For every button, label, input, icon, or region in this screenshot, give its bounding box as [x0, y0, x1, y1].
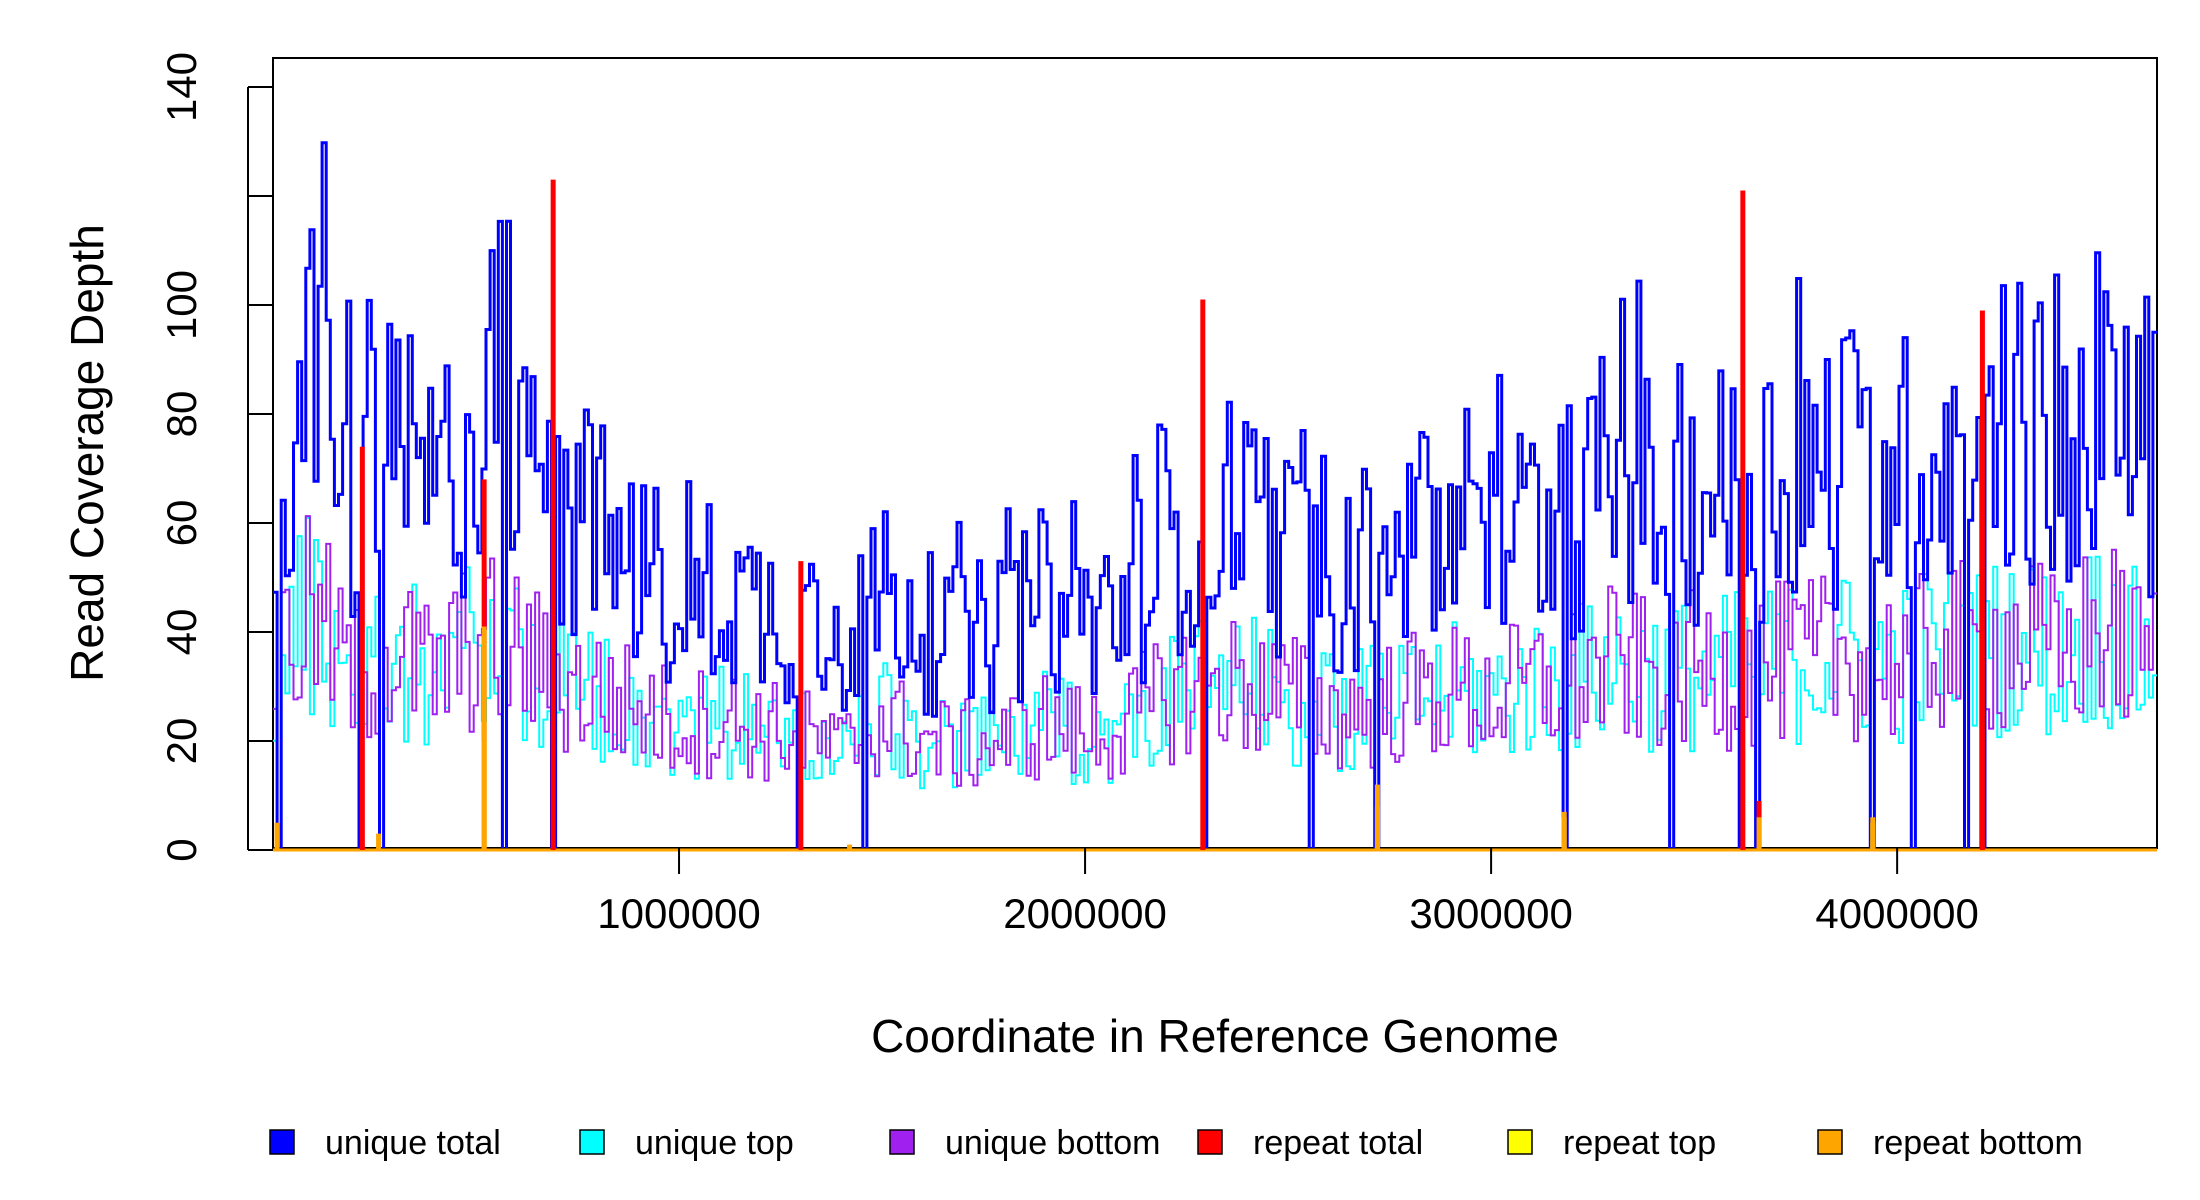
- legend-label: unique bottom: [945, 1124, 1161, 1162]
- y-tick-label: 140: [158, 52, 205, 122]
- y-tick-label: 20: [158, 718, 205, 765]
- series-layer: [273, 141, 2157, 852]
- plot-frame: [272, 57, 2158, 849]
- legend-label: repeat bottom: [1873, 1124, 2083, 1162]
- x-tick-label: 2000000: [1003, 890, 1167, 937]
- legend-label: unique total: [325, 1124, 501, 1162]
- y-tick-label: 0: [158, 838, 205, 861]
- legend-swatch: [269, 1129, 295, 1155]
- series-line-unique-bottom: [273, 515, 2157, 848]
- x-axis-title: Coordinate in Reference Genome: [871, 1010, 1559, 1062]
- x-tick-label: 4000000: [1815, 890, 1979, 937]
- legend-swatch: [1507, 1129, 1533, 1155]
- legend-swatch: [889, 1129, 915, 1155]
- y-tick-label: 40: [158, 609, 205, 656]
- y-tick-label: 80: [158, 391, 205, 438]
- y-axis-title: Read Coverage Depth: [61, 224, 113, 682]
- legend-swatch: [1817, 1129, 1843, 1155]
- x-tick-label: 1000000: [597, 890, 761, 937]
- axes-layer: 1000000 2000000 3000000 4000000 0 20 40 60 80 100…: [158, 52, 1979, 937]
- legend-swatch: [1197, 1129, 1223, 1155]
- legend-swatch: [579, 1129, 605, 1155]
- legend-label: unique top: [635, 1124, 794, 1162]
- legend-label: repeat top: [1563, 1124, 1716, 1162]
- y-tick-label: 100: [158, 270, 205, 340]
- series-line-unique-top: [273, 516, 2157, 848]
- x-tick-label: 3000000: [1409, 890, 1573, 937]
- legend-label: repeat total: [1253, 1124, 1423, 1162]
- y-tick-label: 60: [158, 500, 205, 547]
- series-line-unique-total: [273, 141, 2157, 848]
- legend: unique total unique top unique bottom repea…: [269, 1124, 2083, 1162]
